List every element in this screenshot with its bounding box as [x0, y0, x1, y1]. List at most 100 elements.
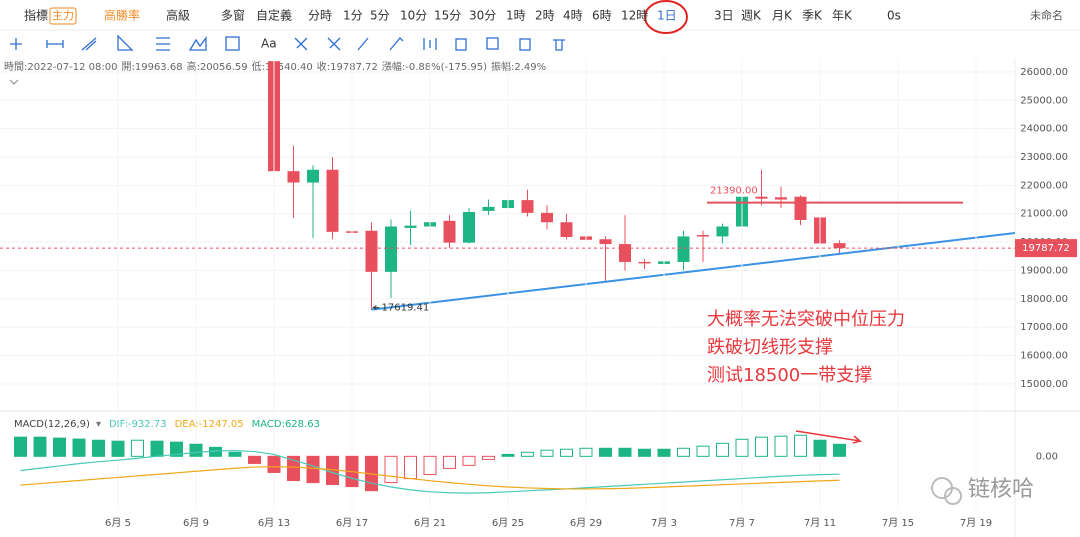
macd-bar [638, 448, 651, 457]
macd-title: MACD(12,26,9) [14, 419, 90, 430]
toolbar-item[interactable]: 1時 [506, 9, 526, 23]
y-tick-label: 16000.00 [1020, 351, 1068, 362]
toolbar-item[interactable]: 4時 [563, 9, 583, 23]
macd-bar [267, 455, 281, 473]
last-price-tag [1015, 239, 1077, 258]
y-tick-label: 18000.00 [1020, 294, 1068, 305]
toolbar-item[interactable]: 12時 [621, 9, 648, 23]
ohlc-info: 時間:2022-07-12 08:00 開:19963.68 高:20056.59 低… [4, 60, 546, 73]
candle-body [697, 234, 709, 237]
macd-header: MACD(12,26,9) ▾ DIF:-932.73 DEA:-1247.05 MAC… [14, 419, 320, 430]
toolbar-item[interactable]: 2時 [535, 9, 555, 23]
low-label: 17619.41 [382, 303, 430, 314]
macd-bar [540, 449, 554, 457]
macd-bar [150, 440, 164, 457]
y-tick-label: 17000.00 [1020, 322, 1068, 333]
x-tick-label: 6月 9 [183, 517, 209, 529]
macd-bar [131, 439, 144, 457]
y-tick-label: 0.00 [1036, 451, 1058, 462]
toolbar-item[interactable]: 0s [887, 9, 901, 23]
x-tick-label: 7月 7 [729, 517, 755, 529]
candle-body [560, 222, 573, 237]
x-tick-label: 6月 21 [414, 517, 446, 529]
candle-body [794, 196, 807, 220]
macd-bar [482, 455, 495, 460]
candle-body [755, 196, 768, 199]
toolbar-item[interactable]: 10分 [400, 9, 427, 23]
toolbar-item[interactable]: 主力 [52, 9, 74, 22]
x-tick-label: 6月 5 [105, 517, 131, 529]
macd-line [20, 449, 840, 494]
macd-bar [618, 447, 632, 457]
macd-bar [384, 455, 398, 484]
toolbar-item[interactable]: 高勝率 [104, 8, 140, 23]
dropdown: ▾ [96, 419, 101, 430]
highlight-circle [644, 0, 688, 34]
info-item: 振幅:2.49% [491, 60, 546, 73]
watermark: 链核哈 [931, 477, 1034, 505]
collapse-arrow [9, 79, 19, 85]
toolbar-item[interactable]: 1日 [657, 9, 677, 23]
toolbar-item[interactable]: 高級 [166, 8, 190, 23]
x-tick-label: 7月 11 [804, 517, 836, 529]
macd-bar [735, 438, 749, 457]
macd-bar [287, 455, 300, 481]
text-tool[interactable]: Aa [261, 37, 277, 51]
info-item: 開:19963.68 [121, 61, 182, 73]
y-tick-label: 19000.00 [1020, 265, 1068, 276]
toolbar-item[interactable]: 多窗 [221, 9, 245, 23]
macd-bar [111, 440, 125, 457]
macd-bar [306, 455, 320, 484]
macd-bar [443, 455, 456, 469]
toolbar-item[interactable]: 1分 [343, 9, 363, 23]
x-tick-label: 7月 15 [882, 517, 914, 529]
candle-body [619, 244, 631, 262]
toolbar-item[interactable]: 5分 [370, 9, 390, 23]
x-tick-label: 6月 29 [570, 517, 602, 529]
macd-bar [521, 451, 534, 457]
toolbar-item[interactable]: 季K [802, 9, 823, 23]
macd-bar [657, 448, 671, 457]
candle-body [833, 243, 846, 249]
toolbar-item[interactable]: 自定義 [256, 8, 292, 23]
toolbar-item[interactable]: 月K [772, 9, 793, 23]
toolbar-item[interactable]: 6時 [592, 9, 612, 23]
toolbar-item[interactable]: 年K [832, 9, 853, 23]
toolbar-item[interactable]: 15分 [434, 9, 461, 23]
toolbar-item[interactable]: 週K [741, 9, 762, 23]
candle-body [307, 169, 319, 183]
macd-bar [72, 438, 86, 457]
account-name[interactable]: 未命名 [1030, 8, 1063, 22]
y-tick-label: 24000.00 [1020, 124, 1068, 135]
x-tick-label: 7月 19 [960, 517, 992, 529]
x-tick-label: 6月 25 [492, 517, 524, 529]
macd-bar [404, 455, 417, 480]
candle-body [482, 206, 495, 211]
low-arrow [371, 305, 380, 311]
macd-bar [716, 442, 729, 457]
macd-bar [813, 439, 827, 457]
candle-body [385, 226, 397, 272]
toolbar-item[interactable]: 3日 [714, 9, 734, 23]
macd-bar [423, 455, 437, 476]
macd-bar [755, 436, 768, 457]
annotation-text: 大概率无法突破中位压力 [707, 309, 905, 330]
x-tick-label: 6月 13 [258, 517, 290, 529]
legend-entry: DEA:-1247.05 [175, 419, 244, 430]
y-tick-label: 23000.00 [1020, 152, 1068, 163]
toolbar-item[interactable]: 30分 [469, 9, 496, 23]
x-tick-label: 6月 17 [336, 517, 368, 529]
macd-bar [696, 445, 710, 457]
macd-bar [794, 434, 807, 457]
macd-bar [677, 447, 690, 457]
macd-line [20, 466, 840, 490]
macd-bar [170, 441, 183, 457]
macd-bar [189, 443, 203, 457]
toolbar-item[interactable]: 分時 [308, 9, 332, 23]
info-item: 高:20056.59 [187, 60, 248, 73]
toolbar-item[interactable]: 指標 [24, 8, 48, 23]
watermark-text: 链核哈 [968, 477, 1034, 502]
macd-bar [599, 447, 612, 457]
legend-entry: DIF:-932.73 [109, 419, 167, 430]
